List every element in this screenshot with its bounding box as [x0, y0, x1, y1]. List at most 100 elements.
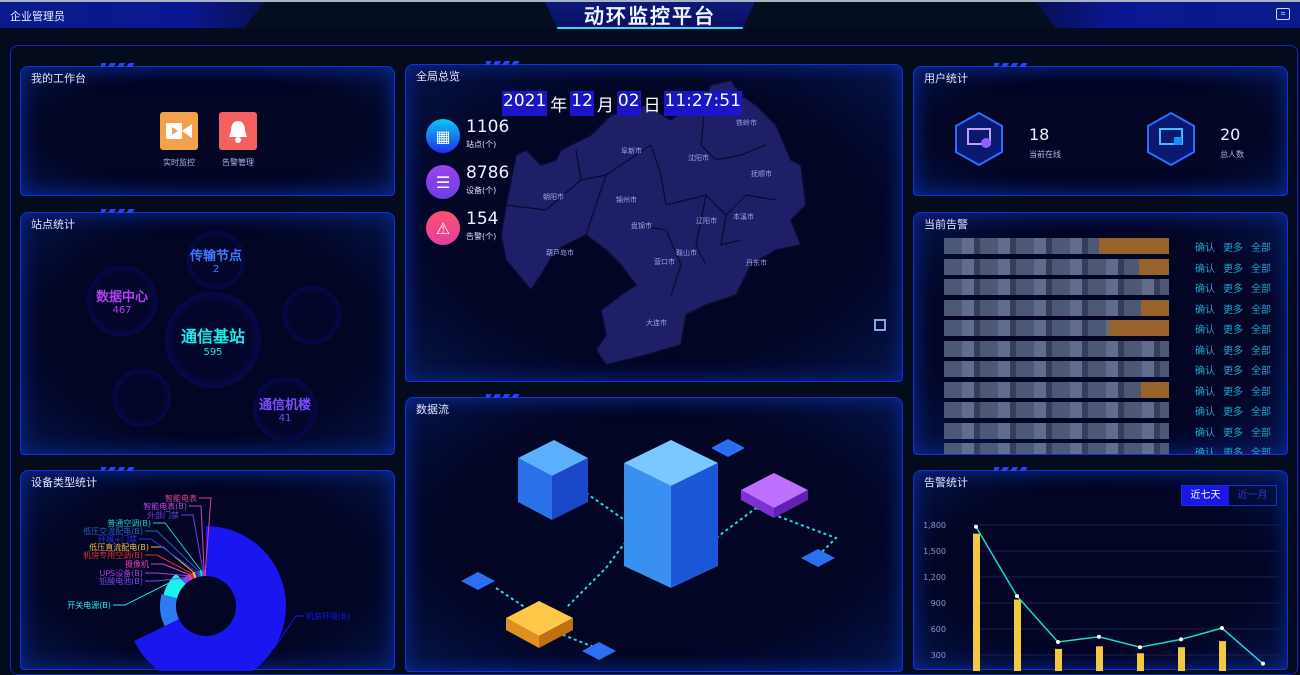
- all-link[interactable]: 全部: [1251, 386, 1271, 398]
- pie-slice[interactable]: [159, 594, 180, 627]
- alarm-bar[interactable]: [1137, 653, 1144, 671]
- alarm-row-content[interactable]: [944, 422, 1169, 439]
- panel-title: 告警统计: [924, 476, 968, 489]
- pie-slice[interactable]: [204, 570, 206, 577]
- alarm-management-button[interactable]: [219, 112, 257, 150]
- alarm-row-content[interactable]: [944, 320, 1169, 336]
- all-link[interactable]: 全部: [1251, 304, 1271, 316]
- pie-slice[interactable]: [202, 570, 204, 577]
- alarm-bar[interactable]: [1014, 599, 1021, 671]
- all-link[interactable]: 全部: [1251, 243, 1271, 254]
- more-link[interactable]: 更多: [1223, 325, 1243, 336]
- line-point[interactable]: [1261, 661, 1265, 666]
- alarm-actions: 确认 更多 全部: [1195, 383, 1279, 398]
- bubble-telecom-building[interactable]: 通信机楼 41: [253, 377, 317, 441]
- alarm-bar[interactable]: [1055, 648, 1062, 671]
- pie-slice[interactable]: [185, 574, 191, 582]
- confirm-link[interactable]: 确认: [1195, 448, 1215, 455]
- confirm-link[interactable]: 确认: [1195, 243, 1215, 254]
- all-link[interactable]: 全部: [1251, 427, 1271, 439]
- alarm-row-content[interactable]: [944, 361, 1169, 377]
- more-link[interactable]: 更多: [1223, 304, 1243, 316]
- more-link[interactable]: 更多: [1223, 284, 1243, 295]
- all-link[interactable]: 全部: [1251, 263, 1271, 275]
- bubble-transport-node[interactable]: 传输节点 2: [187, 231, 245, 289]
- confirm-link[interactable]: 确认: [1195, 366, 1215, 377]
- alarm-row-content[interactable]: [944, 443, 1169, 454]
- alarm-bar[interactable]: [1096, 646, 1103, 671]
- pie-slice[interactable]: [203, 570, 205, 577]
- line-point[interactable]: [1097, 634, 1101, 639]
- more-link[interactable]: 更多: [1223, 366, 1243, 377]
- pie-slice[interactable]: [189, 572, 195, 580]
- pie-slice[interactable]: [134, 526, 286, 671]
- panel-title: 用户统计: [924, 72, 968, 85]
- line-point[interactable]: [1056, 640, 1060, 644]
- alarm-row-content[interactable]: [944, 340, 1169, 357]
- confirm-link[interactable]: 确认: [1195, 427, 1215, 439]
- year-unit: 年: [550, 96, 568, 116]
- line-point[interactable]: [1138, 645, 1142, 650]
- pie-slice[interactable]: [194, 571, 199, 578]
- alarm-row-content[interactable]: [944, 381, 1169, 398]
- confirm-link[interactable]: 确认: [1195, 386, 1215, 398]
- confirm-link[interactable]: 确认: [1195, 263, 1215, 275]
- pie-slice[interactable]: [163, 573, 186, 599]
- pie-slice[interactable]: [192, 571, 197, 579]
- bubble-label: 通信基站: [180, 326, 245, 346]
- chart-icon[interactable]: ⌗: [1276, 8, 1290, 20]
- confirm-link[interactable]: 确认: [1195, 345, 1215, 357]
- more-link[interactable]: 更多: [1223, 448, 1243, 455]
- fullscreen-icon[interactable]: [874, 319, 886, 331]
- pie-slice[interactable]: [187, 573, 193, 581]
- alarm-row-content[interactable]: [944, 402, 1169, 418]
- more-link[interactable]: 更多: [1223, 427, 1243, 439]
- alarm-actions: 确认 更多 全部: [1195, 301, 1279, 316]
- more-link[interactable]: 更多: [1223, 386, 1243, 398]
- all-link[interactable]: 全部: [1251, 366, 1271, 377]
- all-link[interactable]: 全部: [1251, 448, 1271, 455]
- alarm-actions: 确认 更多 全部: [1195, 342, 1279, 357]
- city-label: 朝阳市: [543, 192, 564, 201]
- confirm-link[interactable]: 确认: [1195, 284, 1215, 295]
- video-camera-icon: [166, 123, 192, 139]
- bubble-data-center[interactable]: 数据中心 467: [87, 266, 157, 336]
- more-link[interactable]: 更多: [1223, 263, 1243, 275]
- all-link[interactable]: 全部: [1251, 345, 1271, 357]
- alarm-bar[interactable]: [973, 533, 980, 671]
- bubble-base-station[interactable]: 通信基站 595: [165, 292, 261, 388]
- alarm-actions: 确认 更多 全部: [1195, 321, 1279, 336]
- more-link[interactable]: 更多: [1223, 345, 1243, 357]
- alarm-bar[interactable]: [1178, 647, 1185, 671]
- more-link[interactable]: 更多: [1223, 243, 1243, 254]
- user-role[interactable]: 企业管理员: [10, 10, 65, 23]
- pie-slice[interactable]: [197, 570, 201, 577]
- line-point[interactable]: [974, 524, 978, 529]
- confirm-link[interactable]: 确认: [1195, 325, 1215, 336]
- line-point[interactable]: [1015, 594, 1019, 599]
- workbench-panel: 我的工作台 实时监控 告警管理: [20, 63, 395, 196]
- pie-label-line: [151, 546, 194, 573]
- realtime-monitor-button[interactable]: [160, 112, 198, 150]
- province-shape[interactable]: [500, 79, 807, 366]
- tab-last-7-days[interactable]: 近七天: [1182, 486, 1229, 505]
- alarm-bar[interactable]: [1219, 641, 1226, 671]
- line-point[interactable]: [1179, 637, 1183, 642]
- all-link[interactable]: 全部: [1251, 284, 1271, 295]
- alarm-row-content[interactable]: [944, 258, 1169, 275]
- line-point[interactable]: [1220, 626, 1224, 631]
- confirm-link[interactable]: 确认: [1195, 407, 1215, 418]
- alarm-row-content[interactable]: [944, 299, 1169, 316]
- all-link[interactable]: 全部: [1251, 407, 1271, 418]
- pie-slice[interactable]: [199, 570, 203, 577]
- all-link[interactable]: 全部: [1251, 325, 1271, 336]
- device-types-panel: 设备类型统计 机房环境(B) 开关电源(B) 铅酸电池(B) UPS设备(B) 摄像机机…: [20, 467, 395, 671]
- more-link[interactable]: 更多: [1223, 407, 1243, 418]
- y-tick-label: 600: [931, 625, 946, 634]
- alarm-row-content[interactable]: [944, 238, 1169, 254]
- confirm-link[interactable]: 确认: [1195, 304, 1215, 316]
- tab-last-month[interactable]: 近一月: [1237, 490, 1268, 501]
- alarm-row-content[interactable]: [944, 279, 1169, 295]
- pie-label-line: [145, 530, 199, 572]
